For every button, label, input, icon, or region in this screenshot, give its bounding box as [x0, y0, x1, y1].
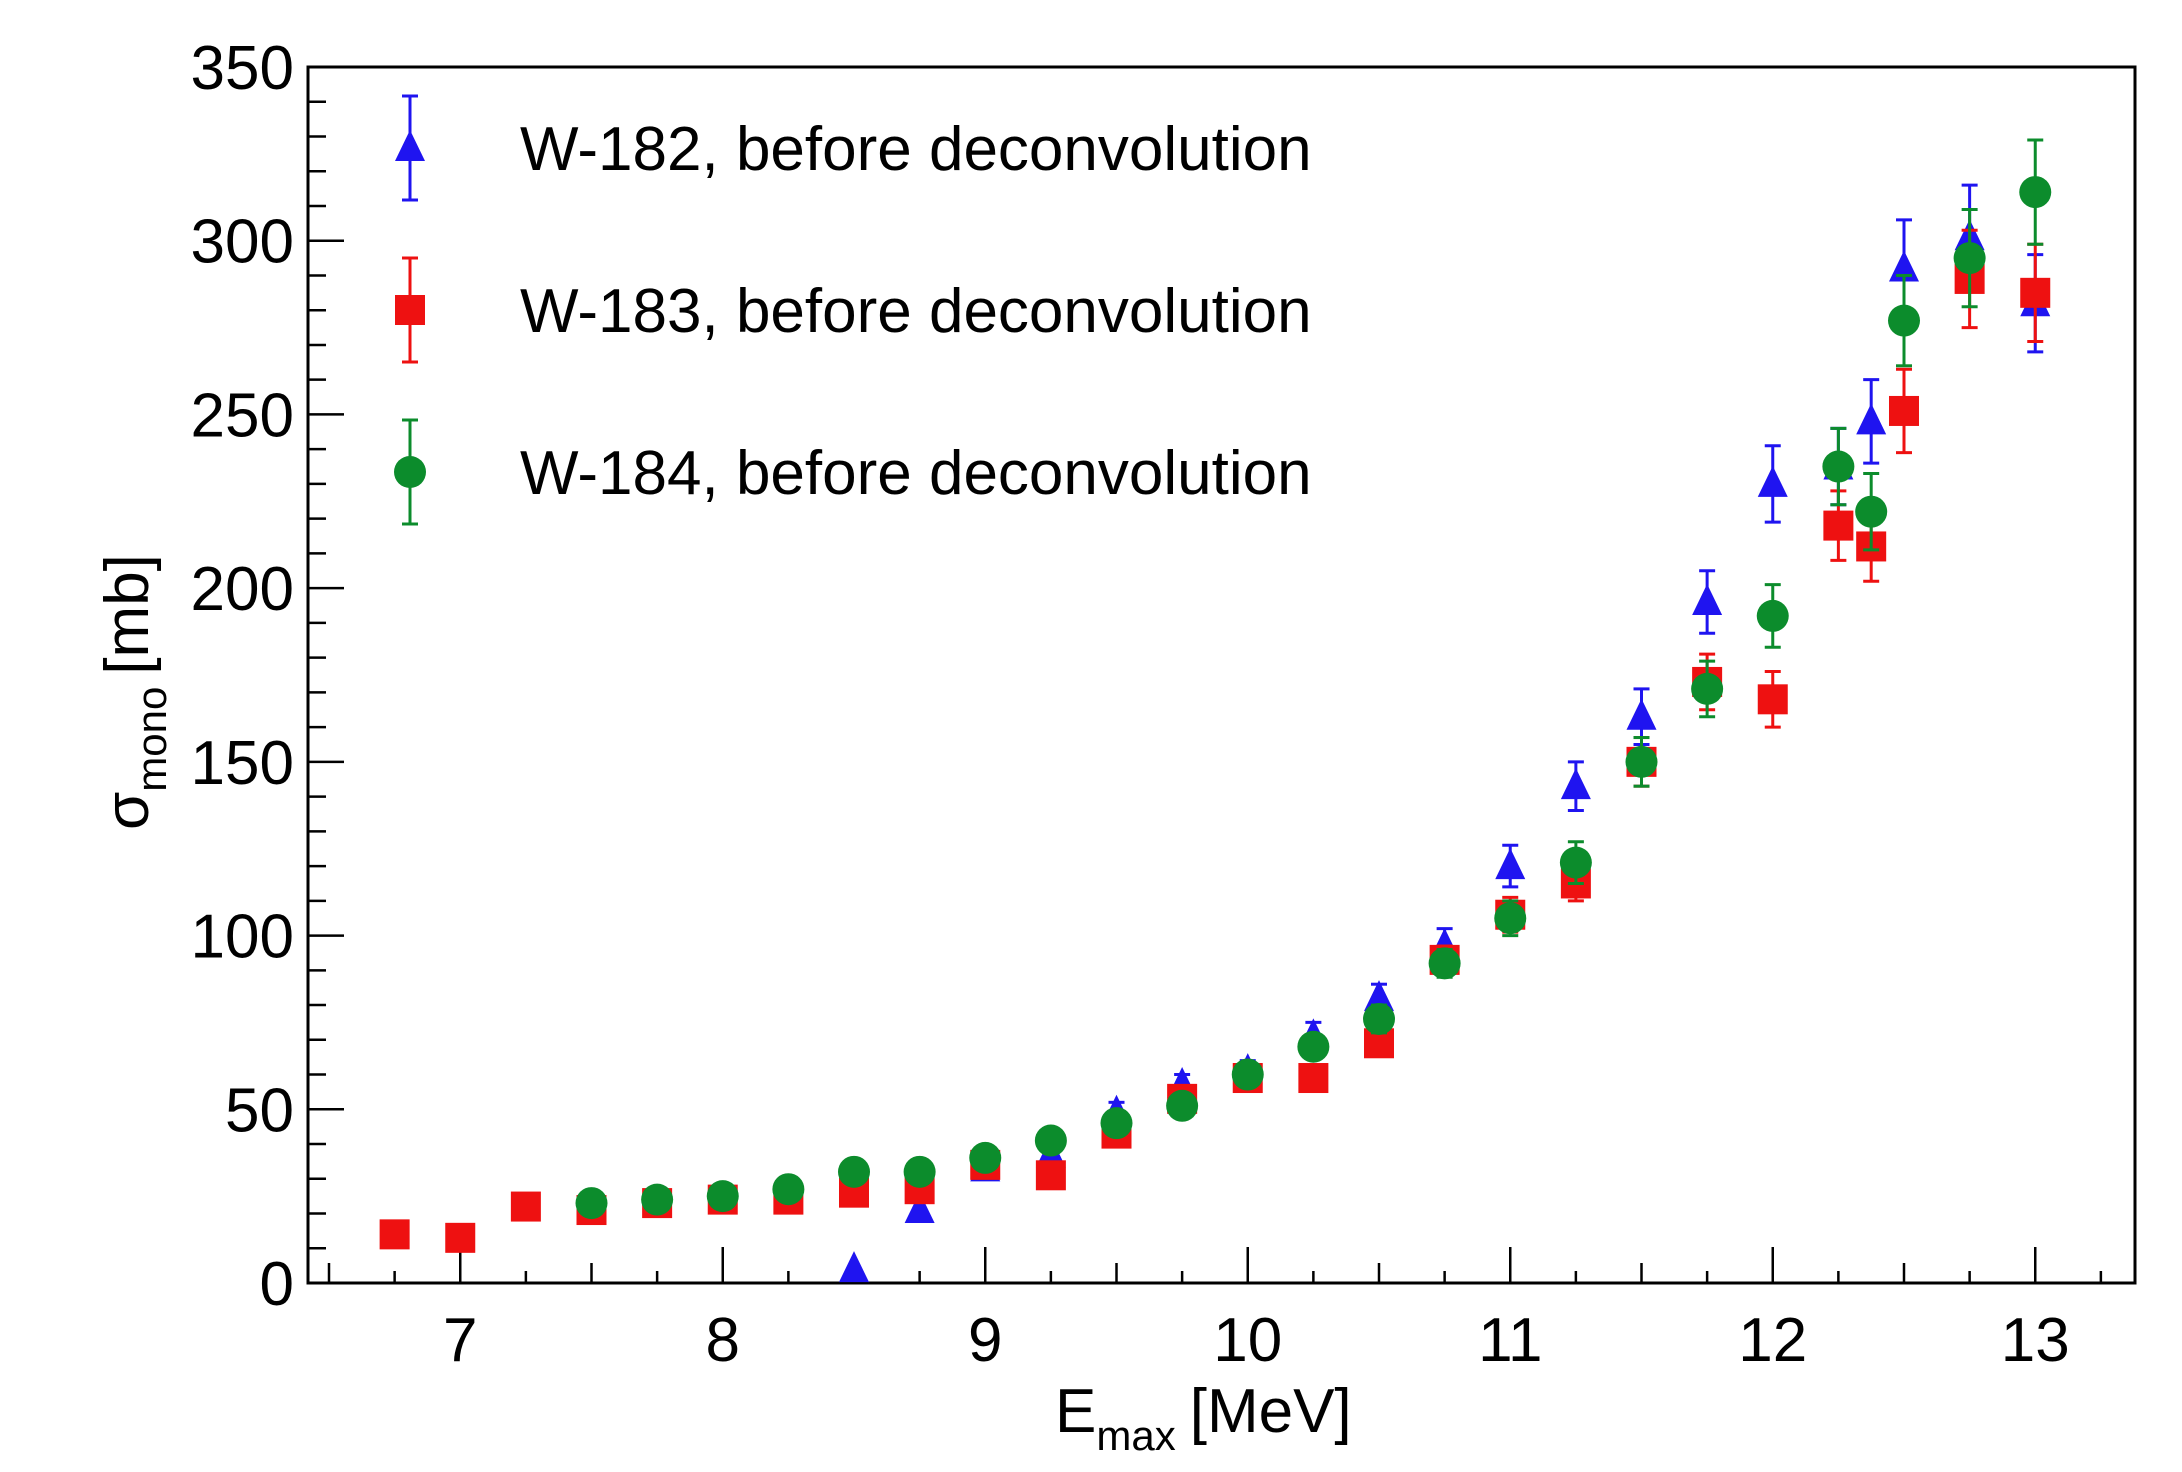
data-point-circle	[1231, 1058, 1264, 1091]
plot-border	[306, 65, 2137, 1285]
x-axis-title-sub: max	[1096, 1412, 1175, 1459]
y-axis-title-unit: [mb]	[93, 554, 162, 675]
legend-label: W-184, before deconvolution	[520, 439, 1312, 508]
data-points	[379, 138, 2052, 1283]
legend-marker-triangle	[395, 130, 425, 161]
data-point-circle	[1953, 242, 1986, 275]
series-3	[575, 138, 2052, 1220]
data-point-circle	[1625, 745, 1658, 778]
legend-entry: W-183, before deconvolution	[395, 256, 1312, 364]
data-point-triangle	[1757, 465, 1788, 497]
data-point-square	[445, 1222, 476, 1253]
data-point-circle	[2019, 176, 2052, 209]
data-point-circle	[1363, 1002, 1395, 1035]
series-2	[379, 228, 2051, 1253]
data-point-square	[1035, 1160, 1066, 1191]
y-axis-title: σmono [mb]	[93, 554, 175, 830]
y-tick-label: 50	[225, 1076, 294, 1145]
data-point-triangle	[1856, 403, 1887, 435]
data-point-square	[379, 1219, 410, 1250]
data-point-circle	[969, 1141, 1002, 1174]
data-point-circle	[1756, 599, 1789, 632]
legend-entry: W-184, before deconvolution	[394, 418, 1312, 526]
data-point-circle	[1100, 1107, 1133, 1140]
data-point-circle	[772, 1173, 805, 1206]
data-point-circle	[1428, 947, 1461, 980]
x-axis-title-main: E	[1055, 1377, 1096, 1446]
data-point-triangle	[1889, 250, 1919, 282]
data-point-circle	[1494, 902, 1527, 935]
legend: W-182, before deconvolution W-183, before…	[394, 94, 1312, 526]
data-point-circle	[838, 1155, 870, 1188]
x-tick-label: 10	[1213, 1306, 1282, 1375]
x-tick-label: 13	[2001, 1306, 2070, 1375]
data-point-circle	[1691, 672, 1724, 705]
legend-entry: W-182, before deconvolution	[395, 94, 1312, 202]
data-point-triangle	[1560, 768, 1591, 800]
y-axis-title-main: σ	[93, 792, 162, 830]
y-tick-label: 0	[260, 1250, 294, 1319]
series-1	[839, 183, 2051, 1283]
legend-label: W-182, before deconvolution	[520, 115, 1312, 184]
legend-label: W-183, before deconvolution	[520, 277, 1312, 346]
data-point-square	[2020, 277, 2051, 308]
legend-marker-circle	[394, 456, 426, 488]
x-axis-title-unit: [MeV]	[1190, 1377, 1352, 1446]
data-point-triangle	[904, 1192, 935, 1224]
y-axis-title-sub: mono	[128, 687, 175, 792]
data-point-circle	[903, 1155, 936, 1188]
data-point-square	[1823, 510, 1854, 541]
plot-frame	[306, 65, 2137, 1285]
data-point-triangle	[1364, 980, 1394, 1012]
y-tick-label: 150	[191, 729, 294, 798]
data-point-circle	[1888, 304, 1920, 337]
x-tick-label: 12	[1738, 1306, 1807, 1375]
x-tick-label: 8	[706, 1306, 740, 1375]
data-point-circle	[1166, 1089, 1199, 1122]
axis-ticks: 7 8 9 10 11 12 13 0 50 100 150 200 250 300 350	[191, 34, 2103, 1375]
y-tick-label: 300	[191, 208, 294, 277]
y-tick-label: 350	[191, 34, 294, 103]
data-point-circle	[1822, 450, 1855, 483]
data-point-circle	[1855, 495, 1888, 528]
data-point-circle	[1559, 846, 1592, 879]
data-point-circle	[1034, 1124, 1067, 1157]
data-point-circle	[706, 1180, 739, 1213]
y-tick-label: 200	[191, 555, 294, 624]
data-point-circle	[1297, 1030, 1330, 1063]
x-tick-label: 9	[968, 1306, 1002, 1375]
x-tick-label: 11	[1478, 1306, 1542, 1375]
x-tick-label: 7	[443, 1306, 477, 1375]
y-tick-label: 100	[191, 903, 294, 972]
data-point-triangle	[1495, 848, 1526, 880]
data-point-triangle	[1692, 584, 1723, 616]
data-point-square	[1298, 1063, 1329, 1094]
data-point-square	[510, 1191, 541, 1222]
data-point-square	[1889, 395, 1919, 426]
data-point-square	[1757, 684, 1788, 715]
legend-marker-square	[395, 295, 425, 325]
data-point-circle	[575, 1187, 608, 1220]
x-axis-title: Emax [MeV]	[1055, 1377, 1352, 1459]
data-point-circle	[641, 1183, 674, 1216]
data-point-triangle	[1626, 698, 1657, 730]
data-point-triangle	[839, 1251, 869, 1283]
y-tick-label: 250	[191, 381, 294, 450]
